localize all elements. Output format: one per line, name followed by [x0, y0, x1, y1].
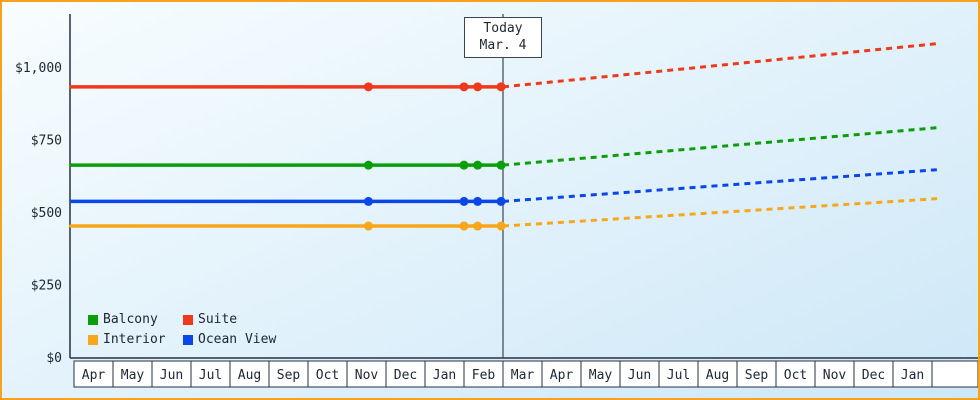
data-point-dot — [459, 221, 469, 231]
legend-swatch — [183, 334, 193, 345]
month-label: Sep — [277, 368, 301, 383]
y-axis-label: $1,000 — [15, 61, 62, 76]
month-cell — [502, 360, 543, 388]
month-cell — [112, 360, 153, 388]
month-label: May — [589, 368, 613, 383]
legend-label: Interior — [103, 332, 166, 347]
month-cell — [346, 360, 387, 388]
y-axis-label: $500 — [31, 206, 62, 221]
month-label: May — [121, 368, 145, 383]
legend: Balcony Suite Interior Ocean View — [88, 312, 276, 347]
month-label: Apr — [550, 368, 574, 383]
today-flag-title: Today — [483, 21, 523, 36]
month-cell — [151, 360, 192, 388]
data-point-dot — [363, 221, 373, 231]
month-cell — [73, 360, 114, 388]
forecast-line-suite — [502, 41, 941, 89]
month-cell — [814, 360, 855, 388]
legend-item: Ocean View — [183, 332, 276, 347]
month-cell — [931, 360, 979, 388]
data-point-dot — [473, 82, 483, 92]
month-cell — [736, 360, 777, 388]
data-point-dot — [459, 82, 469, 92]
month-label: Jun — [160, 368, 183, 383]
forecast-line-ocean-view — [502, 168, 941, 203]
data-point-dot — [473, 221, 483, 231]
month-label: Sep — [745, 368, 769, 383]
month-label: Oct — [784, 368, 807, 383]
month-cell — [463, 360, 504, 388]
data-point-dot — [496, 82, 506, 92]
legend-item: Interior — [88, 332, 183, 347]
y-axis-label: $0 — [46, 351, 62, 366]
data-point-dot — [363, 196, 373, 206]
month-label: Jun — [628, 368, 651, 383]
month-label: Nov — [355, 368, 379, 383]
month-label: Jan — [433, 368, 456, 383]
month-label: Oct — [316, 368, 339, 383]
month-label: Aug — [238, 368, 261, 383]
month-cell — [580, 360, 621, 388]
legend-swatch — [183, 314, 193, 325]
month-label: Aug — [706, 368, 729, 383]
month-label: Feb — [472, 368, 496, 383]
legend-label: Balcony — [103, 312, 158, 327]
month-cell — [697, 360, 738, 388]
forecast-line-balcony — [502, 125, 941, 167]
legend-item: Balcony — [88, 312, 183, 327]
forecast-line-interior — [502, 197, 941, 228]
legend-swatch — [88, 314, 98, 325]
month-label: Jan — [901, 368, 924, 383]
data-point-dot — [363, 82, 373, 92]
data-point-dot — [473, 160, 483, 170]
month-cell — [307, 360, 348, 388]
today-flag: Today Mar. 4 — [464, 17, 542, 58]
legend-swatch — [88, 334, 98, 345]
month-label: Apr — [82, 368, 106, 383]
month-label: Mar — [511, 368, 535, 383]
month-cell — [775, 360, 816, 388]
legend-item: Suite — [183, 312, 276, 327]
data-point-dot — [459, 160, 469, 170]
data-point-dot — [496, 196, 506, 206]
data-point-dot — [496, 160, 506, 170]
y-axis-label: $250 — [31, 279, 62, 294]
data-point-dot — [473, 196, 483, 206]
legend-label: Ocean View — [198, 332, 277, 347]
data-point-dot — [496, 221, 506, 231]
month-cell — [385, 360, 426, 388]
data-point-dot — [363, 160, 373, 170]
legend-label: Suite — [198, 312, 238, 327]
month-label: Dec — [394, 368, 417, 383]
month-cell — [229, 360, 270, 388]
month-label: Jul — [667, 368, 690, 383]
y-axis-label: $750 — [31, 134, 62, 149]
month-label: Jul — [199, 368, 222, 383]
month-label: Nov — [823, 368, 847, 383]
month-label: Dec — [862, 368, 885, 383]
data-point-dot — [459, 196, 469, 206]
today-flag-date: Mar. 4 — [479, 38, 527, 53]
month-cell — [541, 360, 582, 388]
